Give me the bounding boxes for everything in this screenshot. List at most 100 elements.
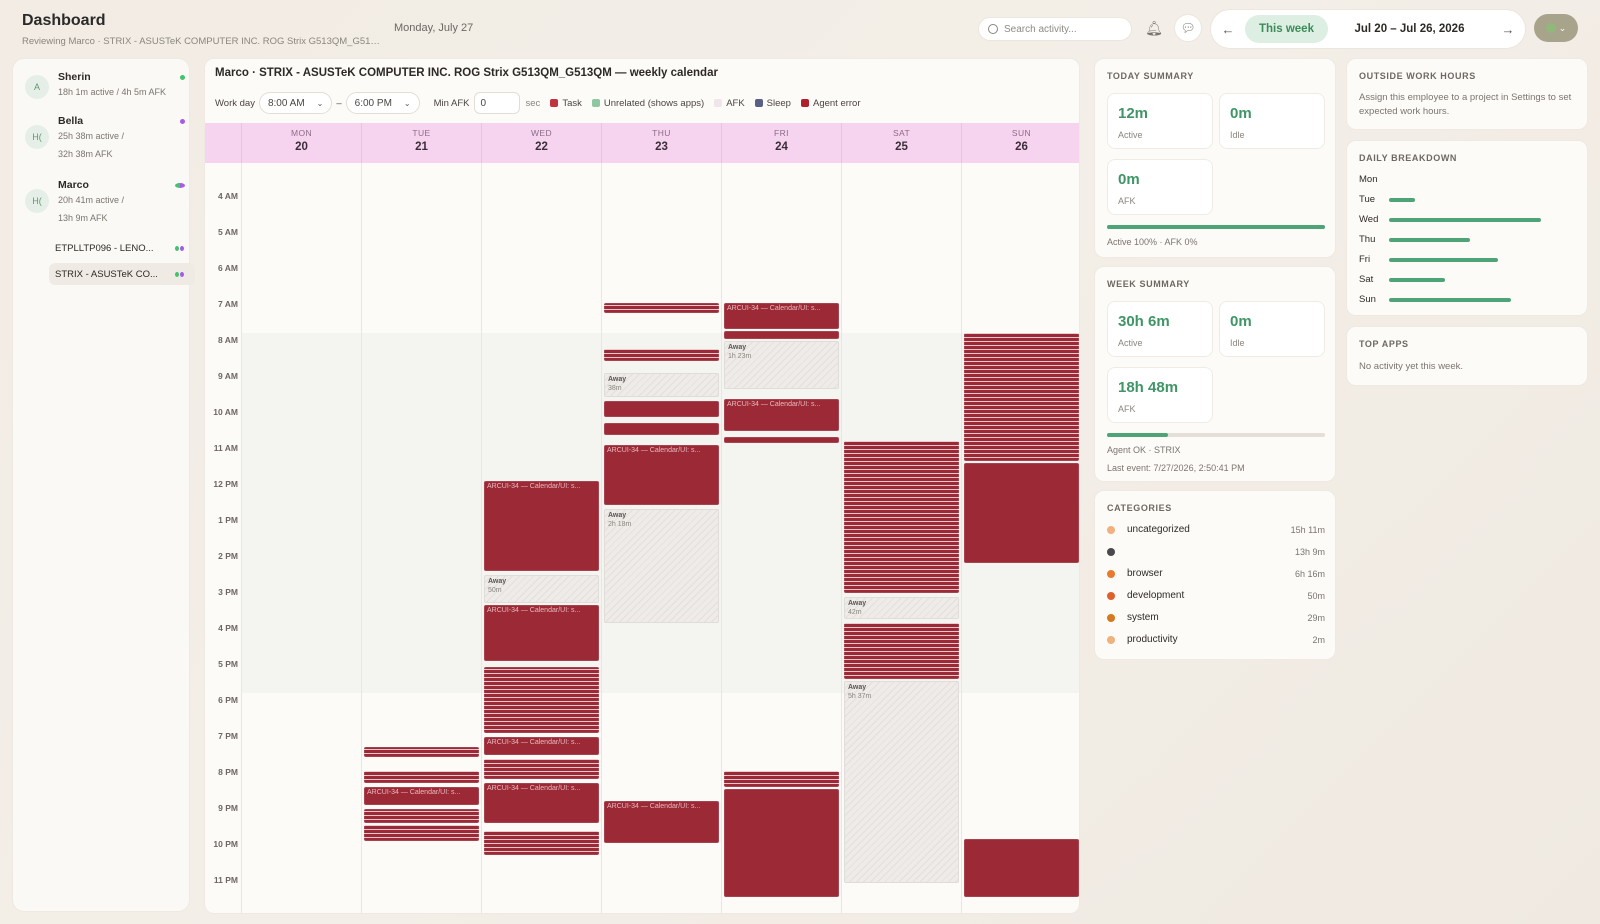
calendar-event[interactable] xyxy=(604,401,719,417)
calendar-event[interactable] xyxy=(364,771,479,783)
legend-task: Task xyxy=(550,98,582,109)
day-header-mon: MON 20 xyxy=(241,123,361,163)
day-column-sat[interactable]: Away 42m Away 5h 37m xyxy=(841,163,961,913)
calendar-event[interactable]: ARCUI-34 — Calendar/UI: s... xyxy=(484,481,599,571)
away-block[interactable]: Away 1h 23m xyxy=(724,341,839,389)
calendar-event[interactable] xyxy=(484,667,599,733)
min-afk-input[interactable]: 0 xyxy=(473,92,520,114)
calendar-event[interactable] xyxy=(964,839,1079,897)
day-header-wed: WED 22 xyxy=(481,123,601,163)
calendar-event[interactable] xyxy=(964,333,1079,461)
today-caption: Active 100% · AFK 0% xyxy=(1107,237,1198,247)
away-block[interactable]: Away 2h 18m xyxy=(604,509,719,623)
week-active-stat: 30h 6m Active xyxy=(1107,301,1213,357)
category-name: browser xyxy=(1127,568,1163,579)
hour-label: 5 PM xyxy=(218,659,238,669)
calendar-event[interactable]: ARCUI-34 — Calendar/UI: s... xyxy=(604,801,719,843)
device-item-etplltp096[interactable]: ETPLLTP096 - LENO... xyxy=(49,237,195,259)
page-title: Dashboard xyxy=(22,12,106,29)
hour-label: 3 PM xyxy=(218,587,238,597)
hour-label: 7 PM xyxy=(218,731,238,741)
week-afk-stat: 18h 48m AFK xyxy=(1107,367,1213,423)
min-afk-label: Min AFK xyxy=(433,97,470,109)
device-label: STRIX - ASUSTeK CO... xyxy=(55,268,158,280)
legend-sleep: Sleep xyxy=(754,98,791,109)
hour-label: 8 PM xyxy=(218,767,238,777)
day-column-mon[interactable] xyxy=(241,163,361,913)
calendar-event[interactable] xyxy=(724,789,839,897)
workday-start-value: 8:00 AM xyxy=(267,97,305,109)
calendar-event[interactable]: ARCUI-34 — Calendar/UI: s... xyxy=(604,445,719,505)
next-week-button[interactable]: → xyxy=(1501,21,1515,37)
away-block[interactable]: Away 42m xyxy=(844,597,959,619)
breakdown-row: Sat xyxy=(1359,273,1579,287)
calendar-grid: MON 20 TUE 21 WED 22 THU 23 FRI 24 SAT 25 SUN 2… xyxy=(205,123,1079,913)
away-block[interactable]: Away 38m xyxy=(604,373,719,397)
calendar-event[interactable]: ARCUI-34 — Calendar/UI: s... xyxy=(484,737,599,755)
user-menu-button[interactable]: ⌄ xyxy=(1534,14,1578,42)
workday-end-select[interactable]: 6:00 PM ⌄ xyxy=(345,92,420,114)
away-block[interactable]: Away 50m xyxy=(484,575,599,603)
hour-label: 4 AM xyxy=(218,191,238,201)
category-row: 13h 9m xyxy=(1107,545,1325,561)
day-column-fri[interactable]: ARCUI-34 — Calendar/UI: s... Away 1h 23m … xyxy=(721,163,841,913)
agent-status: Agent OK · STRIX xyxy=(1107,445,1181,455)
online-status-dot xyxy=(180,119,185,124)
breakdown-bar xyxy=(1389,278,1445,282)
breakdown-row: Sun xyxy=(1359,293,1579,307)
outside-work-hours-text: Assign this employee to a project in Set… xyxy=(1359,92,1572,117)
calendar-event[interactable] xyxy=(604,303,719,313)
calendar-event[interactable] xyxy=(364,825,479,841)
week-idle-stat: 0m Idle xyxy=(1219,301,1325,357)
device-item-strix[interactable]: STRIX - ASUSTeK CO... xyxy=(49,263,195,285)
calendar-event[interactable] xyxy=(484,759,599,779)
day-header-tue: TUE 21 xyxy=(361,123,481,163)
calendar-event[interactable] xyxy=(844,441,959,593)
prev-week-button[interactable]: ← xyxy=(1221,21,1235,37)
hour-label: 6 PM xyxy=(218,695,238,705)
chevron-down-icon: ⌄ xyxy=(1558,22,1567,33)
calendar-event[interactable] xyxy=(604,423,719,435)
day-column-thu[interactable]: Away 38m ARCUI-34 — Calendar/UI: s... Awa… xyxy=(601,163,721,913)
away-block[interactable]: Away 5h 37m xyxy=(844,681,959,883)
notifications-button[interactable]: 🔔︎ xyxy=(1140,14,1168,42)
category-value: 29m xyxy=(1307,613,1325,623)
day-column-sun[interactable] xyxy=(961,163,1079,913)
search-box[interactable] xyxy=(978,17,1132,41)
day-column-tue[interactable]: ARCUI-34 — Calendar/UI: s... xyxy=(361,163,481,913)
messages-button[interactable]: 💬︎ xyxy=(1174,14,1202,42)
hour-gutter: 4 AM 5 AM 6 AM 7 AM 8 AM 9 AM 10 AM 11 AM 12 PM 1… xyxy=(205,163,241,913)
avatar: H( xyxy=(25,189,49,213)
employee-status: 25h 38m active / xyxy=(58,131,125,141)
category-value: 13h 9m xyxy=(1294,547,1325,557)
employee-name: Sherin xyxy=(58,71,91,83)
calendar-event[interactable] xyxy=(364,809,479,823)
calendar-event[interactable]: ARCUI-34 — Calendar/UI: s... xyxy=(364,787,479,805)
calendar-event[interactable]: ARCUI-34 — Calendar/UI: s... xyxy=(484,783,599,823)
workday-start-select[interactable]: 8:00 AM ⌄ xyxy=(258,92,333,114)
calendar-event[interactable] xyxy=(484,831,599,855)
calendar-event[interactable]: ARCUI-34 — Calendar/UI: s... xyxy=(724,303,839,329)
calendar-event[interactable] xyxy=(724,437,839,443)
calendar-event[interactable] xyxy=(724,331,839,339)
calendar-event[interactable] xyxy=(364,747,479,757)
week-navigator: ← This week Jul 20 – Jul 26, 2026 → xyxy=(1210,9,1526,49)
today-active-stat: 12m Active xyxy=(1107,93,1213,149)
calendar-event[interactable] xyxy=(724,771,839,787)
calendar-event[interactable] xyxy=(604,349,719,361)
search-input[interactable] xyxy=(1004,23,1124,35)
category-dot xyxy=(1107,570,1115,578)
hour-label: 7 AM xyxy=(218,299,238,309)
calendar-event[interactable] xyxy=(844,623,959,679)
calendar-event[interactable] xyxy=(964,463,1079,563)
this-week-button[interactable]: This week xyxy=(1245,15,1328,43)
calendar-event[interactable]: ARCUI-34 — Calendar/UI: s... xyxy=(484,605,599,661)
employee-status: 20h 41m active / xyxy=(58,195,125,205)
calendar-event[interactable]: ARCUI-34 — Calendar/UI: s... xyxy=(724,399,839,431)
page-subtitle: Reviewing Marco · STRIX - ASUSTeK COMPUT… xyxy=(22,36,382,47)
day-column-wed[interactable]: ARCUI-34 — Calendar/UI: s... Away 50m ARC… xyxy=(481,163,601,913)
top-apps-card: TOP APPS No activity yet this week. xyxy=(1346,326,1588,386)
daily-breakdown-card: DAILY BREAKDOWN Mon Tue Wed Thu Fri Sat Sun xyxy=(1346,140,1588,316)
hour-label: 9 AM xyxy=(218,371,238,381)
breakdown-bar xyxy=(1389,238,1470,242)
